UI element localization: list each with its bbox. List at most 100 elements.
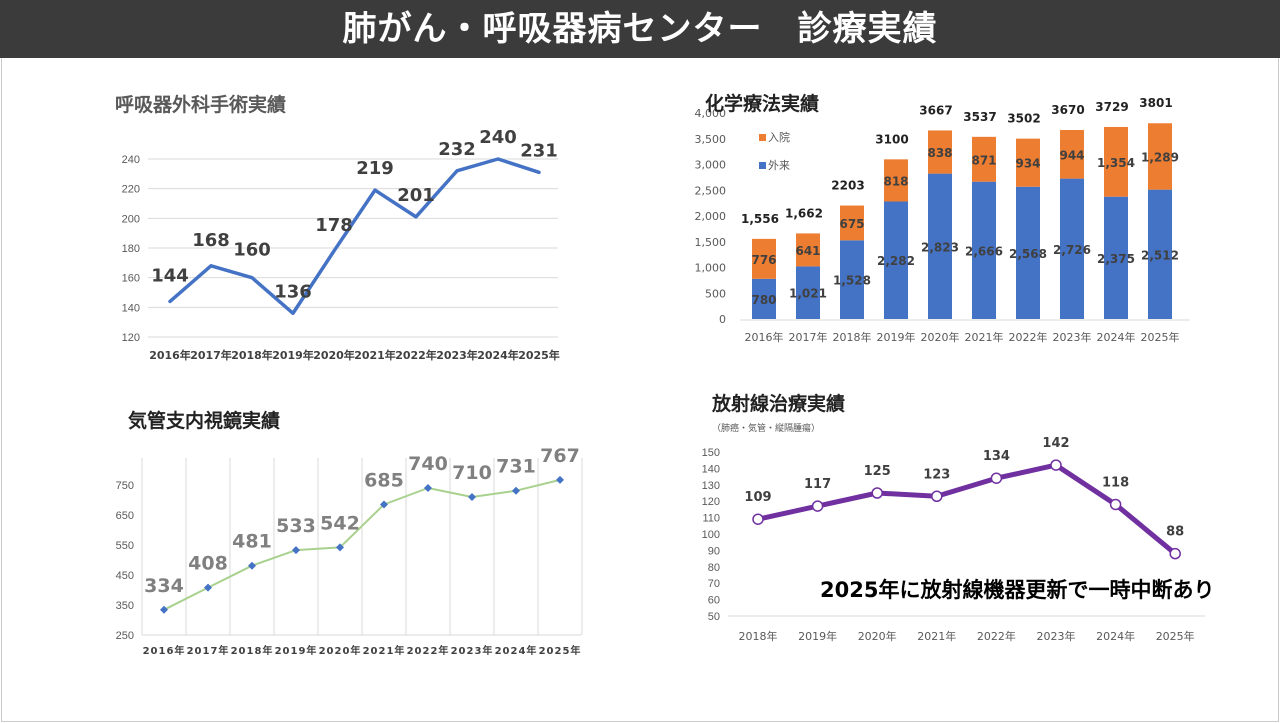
- x-tick-label: 2020年: [319, 644, 362, 657]
- total-label: 3502: [1007, 112, 1040, 126]
- chemotherapy-chart-title: 化学療法実績: [705, 93, 820, 115]
- y-tick-label: 4,000: [695, 107, 727, 120]
- data-label: 201: [397, 185, 435, 206]
- bar-segment-inpatient: [884, 159, 908, 202]
- data-label: 675: [839, 217, 864, 231]
- bar-segment-inpatient: [752, 238, 776, 279]
- data-point-marker: [1109, 498, 1122, 511]
- data-point-marker: [1050, 459, 1062, 471]
- data-label: 2,726: [1053, 243, 1091, 257]
- x-tick-label: 2025年: [539, 644, 582, 657]
- y-tick-label: 3,000: [695, 159, 727, 172]
- x-tick-label: 2024年: [495, 644, 538, 657]
- bar-segment-outpatient: [796, 266, 820, 319]
- data-label: 838: [927, 146, 952, 160]
- data-point-marker: [160, 605, 168, 614]
- y-tick-label: 350: [116, 600, 134, 612]
- total-label: 3667: [919, 103, 952, 117]
- data-label: 117: [804, 477, 831, 492]
- x-tick-label: 2022年: [1009, 330, 1048, 344]
- y-tick-label: 3,500: [695, 133, 727, 146]
- total-label: 3801: [1139, 96, 1172, 110]
- x-tick-label: 2024年: [1096, 629, 1135, 643]
- data-point-marker: [752, 513, 764, 525]
- data-point-marker: [811, 500, 824, 512]
- bar-segment-outpatient: [884, 201, 908, 319]
- x-tick-label: 2021年: [363, 644, 406, 657]
- x-tick-label: 2018年: [231, 348, 273, 362]
- x-tick-label: 2020年: [858, 629, 897, 643]
- data-label: 685: [364, 470, 404, 492]
- total-label: 3100: [875, 132, 908, 146]
- x-tick-label: 2023年: [1037, 629, 1076, 643]
- data-point-marker: [512, 486, 520, 495]
- y-tick-label: 120: [702, 496, 720, 508]
- data-point-marker: [556, 475, 564, 484]
- x-tick-label: 2018年: [231, 644, 274, 657]
- y-tick-label: 500: [705, 287, 726, 300]
- data-label: 533: [276, 515, 316, 537]
- y-tick-label: 180: [122, 243, 140, 255]
- data-point-marker: [380, 500, 388, 509]
- data-point-marker: [248, 561, 256, 570]
- y-tick-label: 150: [702, 447, 720, 459]
- bar-segment-outpatient: [928, 173, 952, 319]
- data-label: 109: [744, 490, 771, 505]
- y-tick-label: 550: [116, 540, 134, 552]
- data-point-marker: [871, 487, 883, 499]
- total-label: 1,662: [785, 206, 823, 220]
- data-label: 134: [983, 449, 1010, 464]
- data-label: 219: [356, 158, 394, 179]
- data-label: 871: [971, 153, 996, 167]
- x-tick-label: 2019年: [877, 330, 916, 344]
- data-label: 144: [151, 265, 189, 286]
- total-label: 3537: [963, 110, 996, 124]
- data-point-marker: [990, 472, 1003, 484]
- data-label: 240: [479, 127, 517, 148]
- bronchoscopy-chart-title: 気管支内視鏡実績: [128, 410, 281, 432]
- x-tick-label: 2021年: [354, 348, 396, 362]
- data-label: 1,528: [833, 274, 871, 288]
- y-tick-label: 1,000: [695, 262, 727, 275]
- x-tick-label: 2022年: [395, 348, 437, 362]
- data-label: 1,021: [789, 287, 827, 301]
- data-label: 168: [192, 230, 230, 251]
- y-tick-label: 750: [116, 480, 134, 492]
- data-label: 232: [438, 139, 476, 160]
- data-label: 818: [883, 174, 908, 188]
- data-label: 481: [232, 531, 272, 553]
- bar-segment-outpatient: [752, 278, 776, 319]
- bar-segment-inpatient: [796, 233, 820, 267]
- x-tick-label: 2022年: [407, 644, 450, 657]
- x-tick-label: 2021年: [917, 629, 956, 643]
- y-tick-label: 450: [116, 570, 134, 582]
- data-label: 1,289: [1141, 150, 1179, 164]
- data-label: 542: [320, 512, 360, 534]
- x-tick-label: 2020年: [313, 348, 355, 362]
- bar-segment-inpatient: [1060, 129, 1084, 179]
- radiation-chart-subtitle: （肺癌・気管・縦隔腫瘍）: [712, 424, 821, 434]
- total-label: 3670: [1051, 103, 1084, 117]
- y-tick-label: 120: [122, 332, 140, 344]
- data-label: 118: [1102, 475, 1129, 490]
- data-label: 231: [520, 140, 558, 161]
- data-point-marker: [336, 543, 344, 552]
- radiation-chart-title: 放射線治療実績: [712, 393, 846, 415]
- bar-segment-inpatient: [972, 136, 996, 182]
- y-tick-label: 100: [702, 529, 720, 541]
- legend-label: 入院: [768, 130, 790, 144]
- bar-segment-outpatient: [1104, 196, 1128, 319]
- x-tick-label: 2022年: [977, 629, 1016, 643]
- data-label: 125: [864, 464, 891, 479]
- data-label: 2,282: [877, 254, 915, 268]
- x-tick-label: 2018年: [739, 629, 778, 643]
- data-label: 2,666: [965, 244, 1003, 258]
- y-tick-label: 130: [702, 480, 720, 492]
- data-label: 767: [540, 445, 580, 467]
- bar-segment-outpatient: [1060, 178, 1084, 319]
- data-label: 123: [923, 467, 950, 482]
- data-label: 2,375: [1097, 252, 1135, 266]
- x-tick-label: 2019年: [275, 644, 318, 657]
- data-label: 2,568: [1009, 247, 1047, 261]
